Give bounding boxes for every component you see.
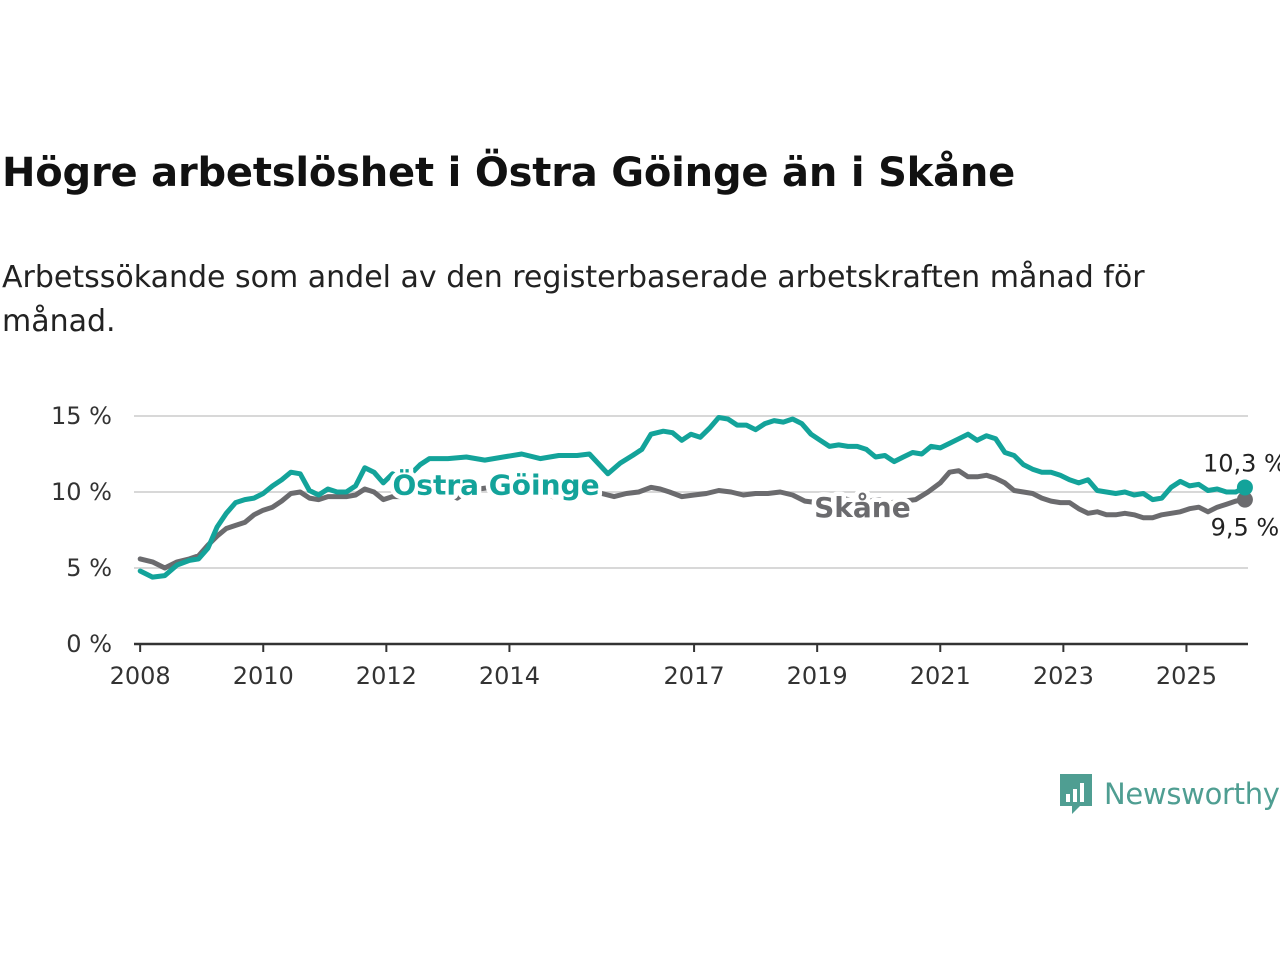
x-tick-label: 2014 xyxy=(479,662,540,690)
brand-name: Newsworthy xyxy=(1104,777,1280,811)
y-tick-label: 5 % xyxy=(66,554,112,582)
chart-title: Högre arbetslöshet i Östra Göinge än i S… xyxy=(2,150,1016,196)
series-label: Skåne xyxy=(814,491,911,524)
series-line--stra-g-inge xyxy=(137,415,1248,580)
x-tick-label: 2010 xyxy=(233,662,294,690)
y-tick-label: 15 % xyxy=(51,402,112,430)
x-tick-label: 2017 xyxy=(664,662,725,690)
series-line-sk-ne xyxy=(137,468,1248,571)
series-label-halo: Skåne xyxy=(814,491,911,524)
x-tick-label: 2019 xyxy=(787,662,848,690)
brand-logo: Newsworthy xyxy=(1058,772,1280,816)
line-chart: 0 % 5 % 10 % 15 % 2008 2010 2012 2014 2017 2019 20… xyxy=(51,402,1280,690)
newsworthy-logo-icon xyxy=(1060,774,1092,814)
y-tick-label: 10 % xyxy=(51,478,112,506)
series-label: Östra Göinge xyxy=(392,467,599,501)
x-tick-label: 2025 xyxy=(1156,662,1217,690)
end-value-label: 9,5 % xyxy=(1211,514,1280,542)
series-end-point xyxy=(1236,491,1253,508)
series-label-halo: Östra Göinge xyxy=(392,467,599,501)
x-tick-label: 2008 xyxy=(110,662,171,690)
series-end-point xyxy=(1236,479,1253,496)
x-tick-label: 2012 xyxy=(356,662,417,690)
x-tick-label: 2021 xyxy=(910,662,971,690)
y-tick-label: 0 % xyxy=(66,630,112,658)
end-value-label: 10,3 % xyxy=(1203,449,1280,477)
chart-subtitle: Arbetssökande som andel av den registerb… xyxy=(2,260,1145,339)
x-tick-label: 2023 xyxy=(1033,662,1094,690)
